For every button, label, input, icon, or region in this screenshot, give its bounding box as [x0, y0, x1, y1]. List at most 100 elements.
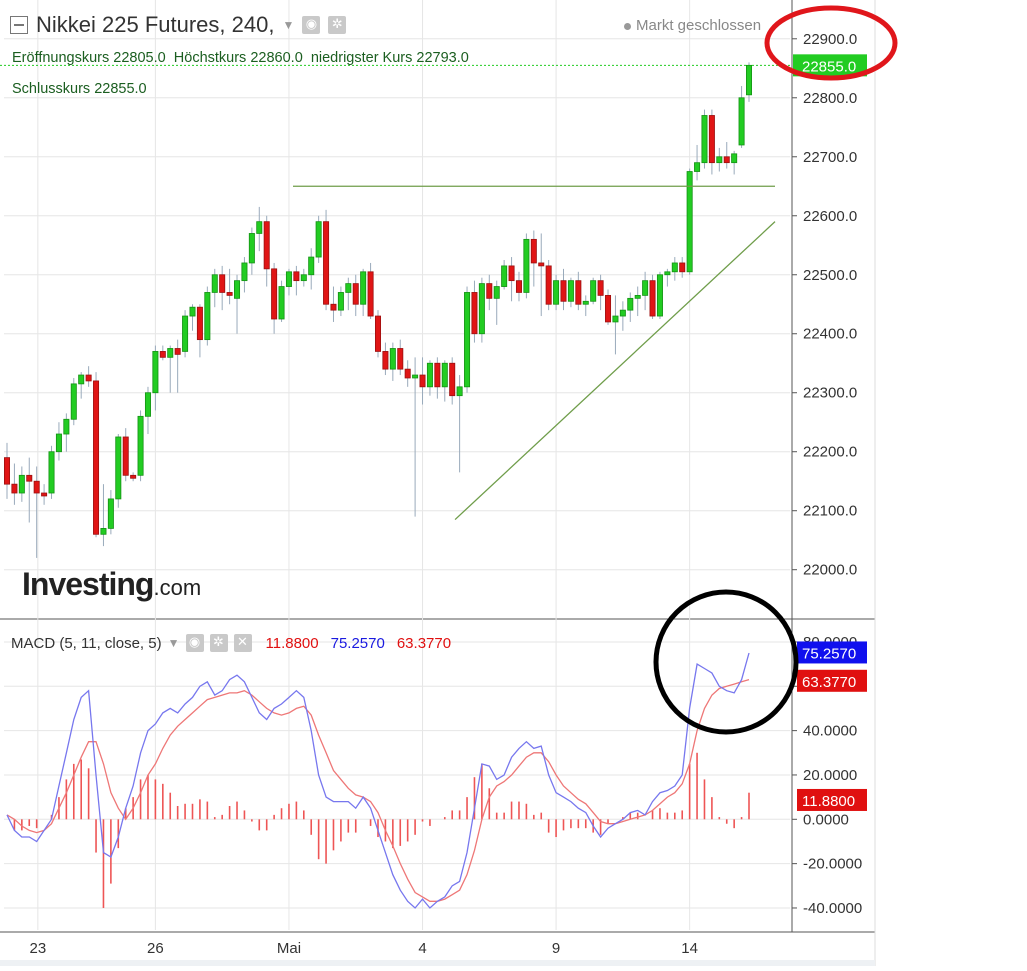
price-tick-label: 22100.0 [803, 503, 857, 520]
candle-down [323, 221, 330, 305]
last-price-badge-text: 22855.0 [802, 58, 856, 75]
candle-up [523, 238, 530, 293]
candle-down [130, 474, 137, 479]
eye-icon[interactable]: ◉ [302, 16, 321, 34]
candle-up [701, 115, 708, 164]
candle-down [226, 292, 233, 296]
signal-line [6, 678, 750, 902]
candle-down [575, 280, 582, 305]
candle-down [508, 265, 515, 282]
high-label: Höchstkurs [173, 50, 247, 66]
candle-up [456, 386, 463, 397]
candle-down [293, 271, 300, 282]
candle-down [530, 238, 537, 264]
collapse-icon[interactable] [10, 16, 28, 34]
candle-up [746, 64, 753, 96]
candle-up [441, 362, 448, 388]
candle-up [256, 221, 263, 234]
candle-down [26, 474, 33, 482]
candle-up [300, 274, 307, 282]
candle-down [419, 374, 426, 388]
candle-down [708, 115, 715, 164]
candle-up [189, 306, 196, 317]
price-tick-label: 22200.0 [803, 444, 857, 461]
candle-up [55, 433, 62, 453]
price-tick-label: 22700.0 [803, 149, 857, 166]
logo-suffix: .com [153, 575, 202, 600]
macd-value-signal: 63.3770 [396, 634, 452, 652]
candle-up [686, 171, 693, 273]
candle-down [11, 483, 18, 494]
gear-icon[interactable]: ✲ [328, 16, 347, 34]
time-tick-label: Mai [277, 940, 301, 957]
candle-up [426, 362, 433, 388]
candle-up [315, 221, 322, 258]
black-circle-annotation [653, 589, 799, 735]
time-tick-label: 14 [681, 940, 698, 957]
histogram-badge [797, 788, 867, 811]
candle-up [70, 383, 77, 420]
candle-up [152, 351, 159, 394]
candle-up [694, 162, 701, 172]
close-row: Schlusskurs 22855.0 [12, 81, 147, 97]
candle-up [167, 348, 174, 358]
candle-up [204, 292, 211, 341]
candle-up [612, 315, 619, 323]
last-price-badge [793, 54, 867, 77]
candle-down [679, 262, 686, 273]
ohlc-row: Eröffnungskurs 22805.0 Höchstkurs 22860.… [12, 50, 469, 66]
close-value: 22855.0 [94, 81, 147, 97]
signal-badge-text: 63.3770 [802, 674, 856, 691]
candle-up [18, 474, 25, 494]
price-tick-label: 22600.0 [803, 208, 857, 225]
high-value: 22860.0 [250, 50, 303, 66]
candle-down [174, 348, 181, 355]
candle-down [397, 348, 404, 370]
open-label: Eröffnungskurs [12, 50, 110, 66]
time-scrollbar [0, 960, 875, 966]
candle-up [716, 156, 723, 164]
candle-down [471, 292, 478, 335]
candle-up [360, 271, 367, 305]
candle-down [263, 221, 270, 270]
candle-up [182, 315, 189, 352]
candle-down [486, 283, 493, 299]
candle-up [664, 271, 671, 276]
candle-up [671, 262, 678, 273]
logo-main: Investing [22, 566, 154, 602]
time-tick-label: 4 [418, 940, 426, 957]
macd-value-line: 75.2570 [330, 634, 385, 652]
candle-down [605, 294, 612, 323]
candle-up [308, 256, 315, 276]
candle-up [412, 374, 419, 379]
candle-up [48, 451, 55, 494]
candle-down [449, 362, 456, 397]
chevron-down-icon[interactable]: ▼ [282, 18, 295, 32]
gear-icon[interactable]: ✲ [209, 634, 228, 652]
candle-up [63, 418, 70, 435]
investing-logo: Investing.com [22, 566, 201, 603]
candle-up [619, 309, 626, 317]
candle-up [100, 528, 107, 535]
low-value: 22793.0 [416, 50, 469, 66]
candle-down [4, 457, 10, 485]
price-tick-label: 22000.0 [803, 562, 857, 579]
chart-title: Nikkei 225 Futures, 240, [36, 12, 275, 37]
candle-up [590, 280, 597, 302]
chevron-down-icon[interactable]: ▼ [167, 636, 180, 650]
price-tick-label: 22400.0 [803, 326, 857, 343]
eye-icon[interactable]: ◉ [185, 634, 204, 652]
candle-down [196, 306, 203, 341]
close-icon[interactable]: ✕ [233, 634, 252, 652]
macd-tick-label: -20.0000 [803, 856, 862, 873]
close-label: Schlusskurs [12, 81, 91, 97]
candle-down [382, 351, 389, 370]
candle-up [656, 274, 663, 317]
candle-down [85, 374, 92, 382]
candle-up [285, 271, 292, 287]
macd-badge-text: 75.2570 [802, 645, 856, 662]
candle-up [582, 300, 589, 305]
candle-down [122, 436, 129, 476]
